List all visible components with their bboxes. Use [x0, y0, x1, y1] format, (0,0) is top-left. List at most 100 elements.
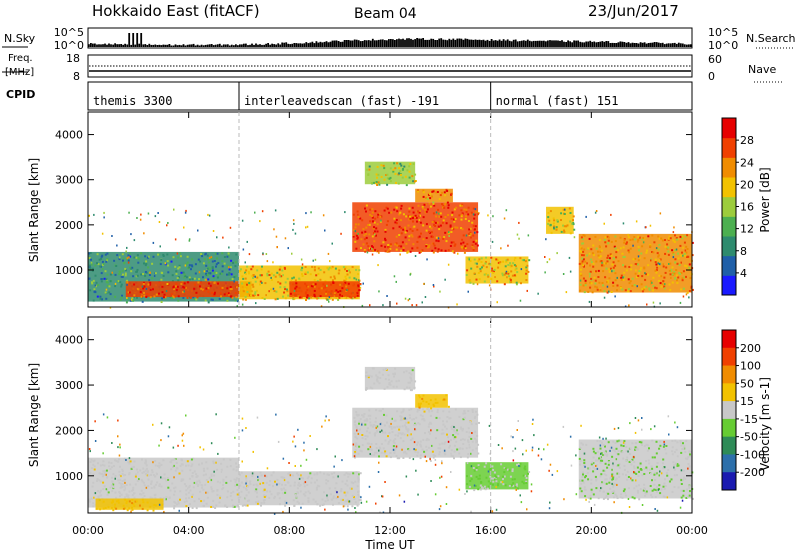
velocity-cell	[121, 486, 124, 489]
power-cell	[254, 280, 257, 283]
velocity-cell	[469, 420, 471, 423]
velocity-cell	[303, 485, 306, 488]
power-cell	[584, 282, 587, 285]
velocity-speckle	[347, 508, 349, 511]
power-cell	[314, 283, 317, 286]
power-speckle	[491, 240, 494, 243]
power-cell	[673, 272, 676, 275]
nsky-bar	[450, 39, 453, 47]
power-cell	[464, 247, 467, 249]
power-cell	[563, 225, 566, 228]
power-cell	[300, 269, 303, 272]
power-cell	[499, 261, 502, 264]
velocity-speckle	[641, 417, 643, 419]
nsky-bar	[398, 38, 400, 47]
power-cell	[474, 225, 477, 228]
power-region	[289, 281, 360, 298]
velocity-cell	[444, 453, 447, 456]
velocity-cell	[113, 506, 116, 509]
power-speckle	[229, 226, 232, 229]
power-cell	[569, 212, 572, 214]
power-cell	[513, 274, 516, 277]
velocity-speckle	[158, 444, 160, 447]
velocity-cell	[467, 453, 470, 456]
power-cell	[298, 287, 301, 290]
velocity-speckle	[612, 462, 614, 465]
velocity-cell	[660, 488, 663, 491]
velocity-cell	[343, 491, 346, 494]
nsky-bar	[669, 43, 672, 47]
power-cell	[451, 227, 454, 230]
power-colorbar-tick-label: 16	[740, 201, 754, 214]
nsky-bar	[253, 44, 255, 47]
power-cell	[205, 274, 208, 277]
power-speckle	[393, 275, 396, 278]
velocity-cell	[127, 461, 130, 464]
power-cell	[190, 268, 192, 271]
power-cell	[398, 167, 400, 170]
velocity-cell	[435, 416, 438, 419]
power-cell	[652, 285, 655, 288]
velocity-cell	[356, 504, 359, 507]
nsky-bar	[518, 41, 521, 47]
velocity-cell	[124, 498, 127, 501]
power-cell	[244, 271, 247, 274]
velocity-cell	[312, 498, 315, 501]
velocity-cell	[123, 478, 126, 481]
power-cell	[395, 235, 398, 238]
power-speckle	[116, 244, 118, 247]
power-cell	[230, 288, 233, 291]
power-cell	[656, 252, 659, 255]
velocity-speckle	[575, 493, 578, 496]
velocity-cell	[401, 425, 404, 428]
power-speckle	[610, 213, 612, 216]
velocity-cell	[645, 443, 648, 446]
velocity-speckle	[443, 449, 446, 452]
velocity-speckle	[687, 467, 689, 470]
velocity-cell	[659, 444, 662, 447]
power-cell	[688, 266, 691, 269]
power-cell	[588, 252, 591, 255]
velocity-cell	[154, 483, 157, 486]
power-cell	[223, 296, 225, 299]
velocity-cell	[350, 487, 353, 490]
power-cell	[430, 231, 433, 234]
nsky-bar	[247, 45, 249, 47]
velocity-cell	[517, 487, 519, 490]
nsky-bar	[643, 42, 646, 47]
power-cell	[400, 204, 403, 207]
power-cell	[206, 270, 209, 273]
power-cell	[301, 266, 304, 269]
power-cell	[207, 273, 209, 276]
power-cell	[587, 290, 590, 293]
velocity-cell	[415, 416, 418, 419]
velocity-cell	[436, 411, 439, 414]
velocity-cell	[358, 498, 361, 501]
power-cell	[392, 227, 395, 230]
velocity-cell	[354, 452, 357, 455]
velocity-speckle	[398, 494, 401, 497]
power-cell	[510, 281, 513, 283]
velocity-cell	[491, 483, 494, 486]
power-cell	[325, 292, 328, 295]
power-cell	[330, 290, 333, 293]
power-cell	[610, 240, 613, 243]
velocity-cell	[506, 468, 509, 471]
velocity-speckle	[325, 415, 327, 418]
power-cell	[430, 235, 433, 238]
velocity-cell	[240, 490, 243, 493]
velocity-cell	[241, 481, 243, 484]
velocity-cell	[131, 502, 134, 505]
power-cell	[279, 266, 282, 269]
power-speckle	[216, 236, 218, 239]
power-speckle	[222, 236, 224, 239]
power-cell	[376, 176, 378, 179]
nsky-bar	[369, 40, 372, 47]
power-cell	[242, 290, 245, 293]
power-cell	[94, 274, 97, 277]
velocity-speckle	[177, 444, 179, 447]
velocity-colorbar-swatch	[722, 330, 736, 349]
power-cell	[153, 295, 156, 298]
velocity-speckle	[245, 482, 247, 485]
power-cell	[643, 267, 646, 270]
